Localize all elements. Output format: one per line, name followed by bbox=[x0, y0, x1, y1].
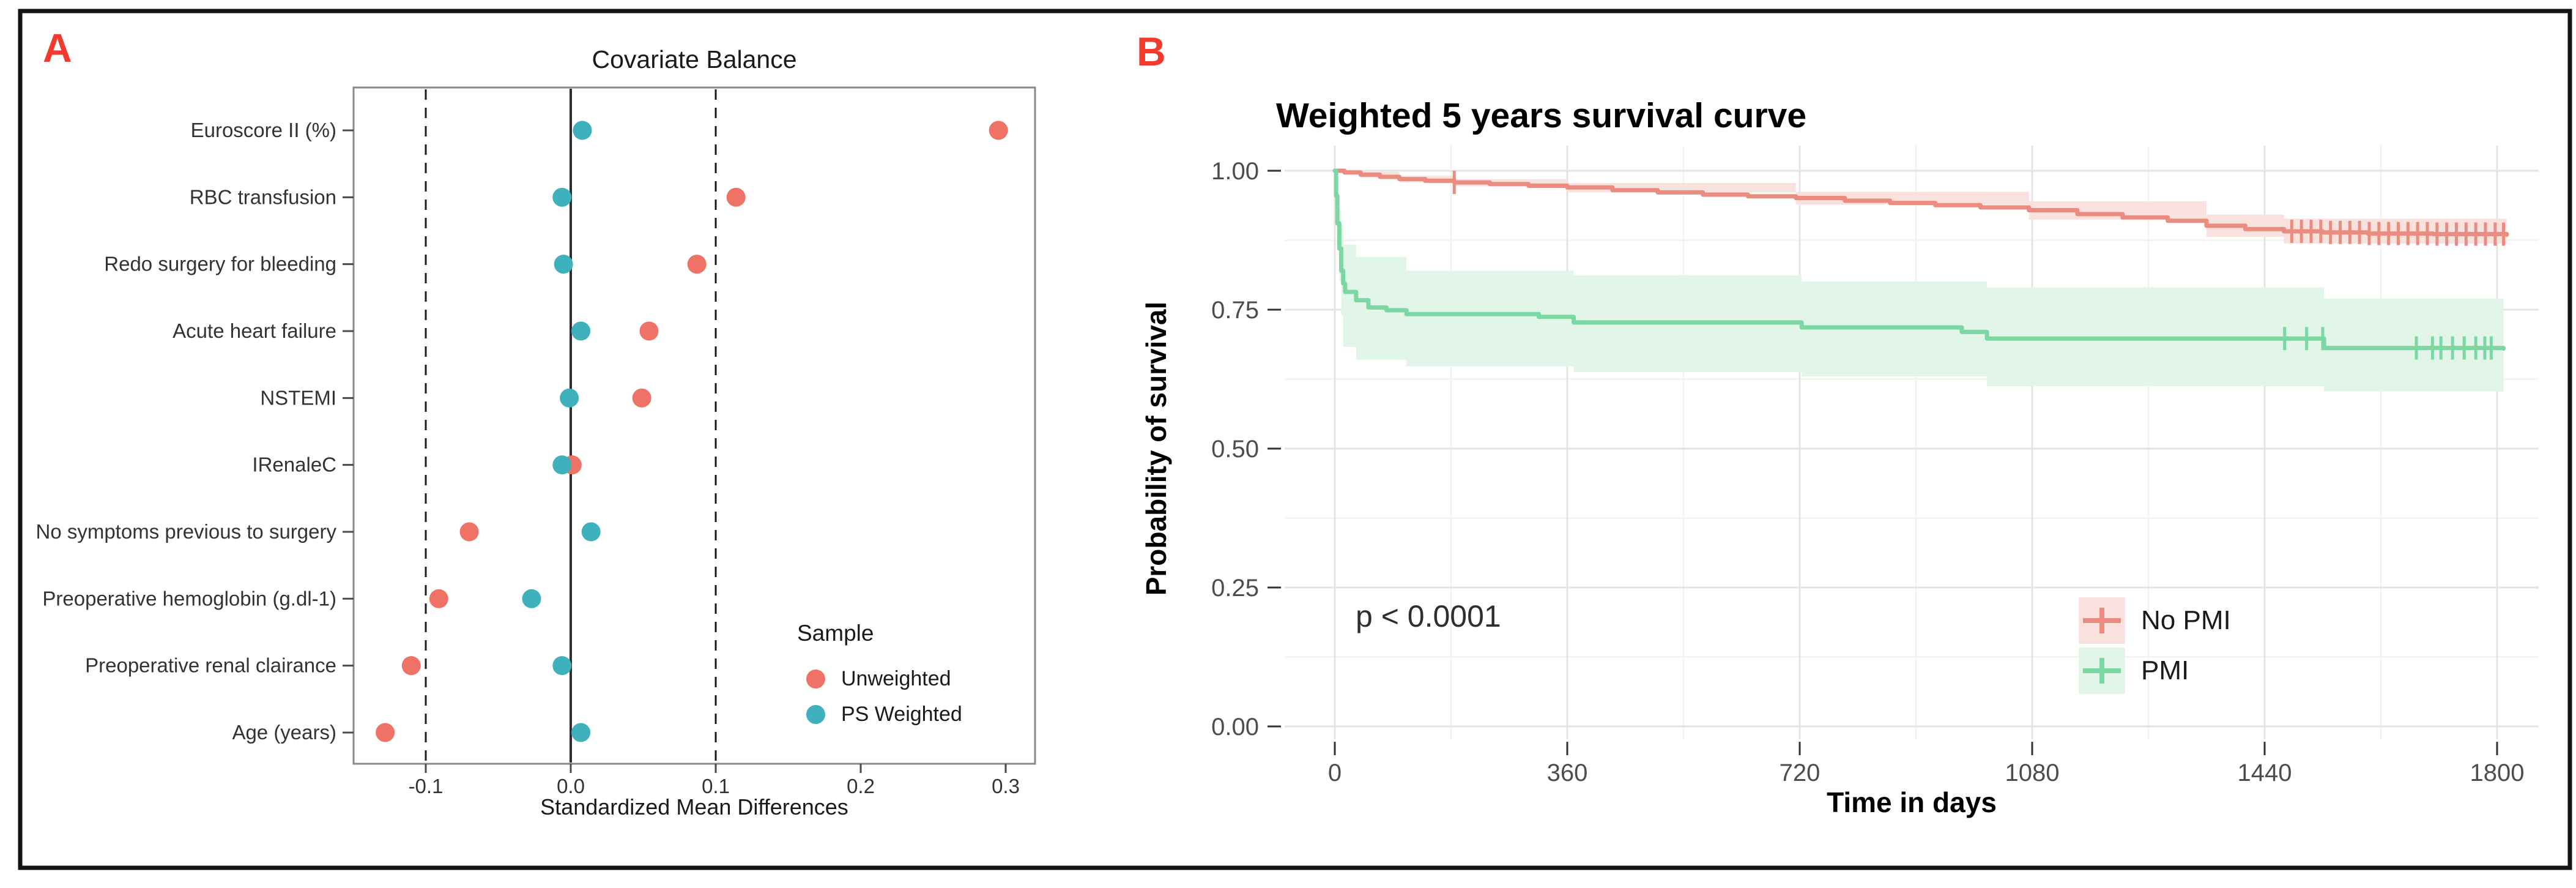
panel-b-x-axis-title: Time in days bbox=[1827, 786, 1997, 818]
ps-weighted-dot bbox=[581, 522, 601, 542]
x-tick-label: 0.1 bbox=[702, 775, 730, 797]
unweighted-dot bbox=[989, 121, 1008, 140]
covariate-label: RBC transfusion bbox=[190, 185, 336, 208]
ps-weighted-dot bbox=[560, 388, 579, 408]
ps-weighted-dot bbox=[522, 589, 541, 608]
legend-item-label: PS Weighted bbox=[841, 703, 962, 726]
unweighted-dot bbox=[429, 589, 448, 608]
y-tick-label: 1.00 bbox=[1211, 158, 1259, 185]
unweighted-dot bbox=[639, 321, 659, 341]
covariate-label: Preoperative renal clairance bbox=[85, 654, 336, 677]
y-tick-label: 0.50 bbox=[1211, 436, 1259, 463]
panel-b-axes: 0.00 0.25 0.50 0.75 1.00 0 360 720 1080 1440 1800 bbox=[1211, 158, 2524, 786]
panel-a-axes: Euroscore II (%) RBC transfusion Redo surg… bbox=[35, 119, 1019, 797]
km-curve-pmi bbox=[1332, 168, 2506, 351]
x-tick-label: 360 bbox=[1547, 759, 1588, 786]
unweighted-dot-icon bbox=[806, 670, 825, 688]
legend-item-no-pmi: No PMI bbox=[2079, 597, 2231, 644]
x-tick-label: 0.3 bbox=[992, 775, 1020, 797]
y-tick-label: 0.75 bbox=[1211, 297, 1259, 324]
km-curves bbox=[1332, 168, 2509, 351]
legend-item-unweighted: Unweighted bbox=[806, 667, 951, 691]
x-tick-label: 1800 bbox=[2470, 759, 2525, 786]
x-tick-label: 0 bbox=[1328, 759, 1342, 786]
panel-b-y-axis-title: Probability of survival bbox=[1140, 301, 1172, 596]
covariate-label: No symptoms previous to surgery bbox=[35, 520, 336, 543]
x-tick-label: 1440 bbox=[2238, 759, 2292, 786]
ps-weighted-dot bbox=[552, 656, 572, 676]
y-tick-label: 0.25 bbox=[1211, 575, 1259, 602]
x-tick-label: 0.0 bbox=[557, 775, 585, 797]
panel-a-title: Covariate Balance bbox=[592, 45, 797, 73]
covariate-label: Preoperative hemoglobin (g.dl-1) bbox=[42, 587, 336, 610]
covariate-label: Redo surgery for bleeding bbox=[104, 253, 336, 275]
unweighted-dot bbox=[376, 723, 395, 742]
unweighted-dot bbox=[401, 656, 421, 676]
panel-a-legend-title: Sample bbox=[797, 621, 874, 646]
ps-weighted-dot bbox=[552, 187, 572, 207]
unweighted-dot bbox=[632, 388, 651, 408]
p-value-annotation: p < 0.0001 bbox=[1356, 599, 1501, 633]
panel-a-love-plot bbox=[352, 86, 1036, 765]
legend-item-label: No PMI bbox=[2141, 605, 2231, 635]
ps-weighted-dot bbox=[554, 255, 573, 274]
ps-weighted-dot bbox=[573, 121, 592, 140]
unweighted-dot bbox=[459, 522, 479, 542]
x-tick-label: 720 bbox=[1780, 759, 1821, 786]
covariate-label: Acute heart failure bbox=[173, 319, 336, 342]
legend-item-ps-weighted: PS Weighted bbox=[806, 703, 962, 726]
love-plot-dots bbox=[376, 121, 1008, 742]
legend-item-label: PMI bbox=[2141, 655, 2189, 685]
ci-band-pmi bbox=[1339, 209, 2504, 392]
km-curve-no-pmi bbox=[1332, 168, 2509, 237]
km-censor-ticks bbox=[1452, 171, 2506, 360]
x-tick-label: 0.2 bbox=[847, 775, 875, 797]
y-tick-label: 0.00 bbox=[1211, 714, 1259, 741]
covariate-label: Euroscore II (%) bbox=[191, 119, 336, 141]
plot-panel-border bbox=[352, 86, 1036, 765]
covariate-label: Age (years) bbox=[232, 721, 336, 744]
x-tick-label: 1080 bbox=[2005, 759, 2060, 786]
unweighted-dot bbox=[726, 187, 746, 207]
ps-weighted-dot-icon bbox=[806, 705, 825, 724]
covariate-label: NSTEMI bbox=[260, 386, 336, 409]
x-tick-label: -0.1 bbox=[409, 775, 444, 797]
ps-weighted-dot bbox=[571, 723, 591, 742]
legend-item-pmi: PMI bbox=[2079, 647, 2189, 694]
panel-b-title: Weighted 5 years survival curve bbox=[1276, 96, 1807, 135]
panel-b-letter: B bbox=[1137, 29, 1166, 74]
unweighted-dot bbox=[687, 255, 707, 274]
ps-weighted-dot bbox=[552, 455, 572, 475]
panel-a-letter: A bbox=[43, 25, 72, 70]
ps-weighted-dot bbox=[571, 321, 591, 341]
legend-item-label: Unweighted bbox=[841, 667, 951, 690]
no-pmi-key-icon bbox=[2079, 597, 2125, 644]
panel-a-x-axis-title: Standardized Mean Differences bbox=[540, 794, 848, 819]
covariate-label: IRenaleC bbox=[252, 453, 336, 476]
pmi-key-icon bbox=[2079, 647, 2125, 694]
